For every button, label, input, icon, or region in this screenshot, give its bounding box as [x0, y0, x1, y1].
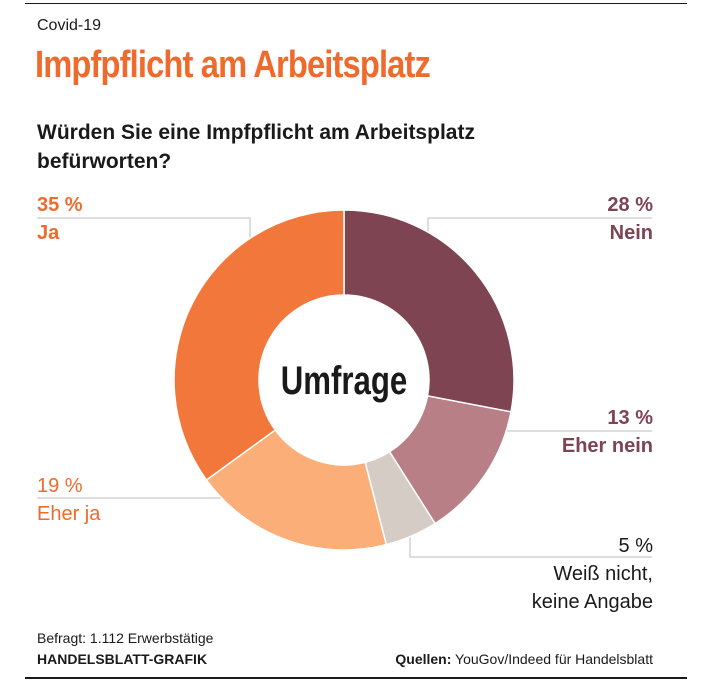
label-ja: 35 % Ja — [37, 191, 83, 247]
label-eher-nein-pct: 13 % — [607, 407, 653, 429]
label-nein-pct: 28 % — [607, 194, 653, 216]
slice-nein — [343, 209, 515, 413]
label-eher-ja-pct: 19 % — [37, 475, 83, 497]
label-weiss-nicht-name2: keine Angabe — [531, 591, 653, 613]
label-ja-name: Ja — [37, 222, 60, 244]
bottom-rule — [25, 677, 687, 679]
slice-eher-ja — [205, 428, 388, 551]
sources-note: Quellen: YouGov/Indeed für Handelsblatt — [395, 651, 653, 667]
label-nein: 28 % Nein — [607, 191, 653, 247]
sources-value: YouGov/Indeed für Handelsblatt — [455, 651, 653, 667]
leader-ja — [37, 217, 251, 240]
label-eher-nein: 13 % Eher nein — [562, 404, 653, 460]
kicker: Covid-19 — [37, 17, 102, 34]
label-weiss-nicht-pct: 5 % — [618, 535, 653, 557]
slice-ja — [173, 209, 345, 481]
label-nein-name: Nein — [609, 222, 653, 244]
top-rule — [25, 3, 687, 4]
donut-slices — [173, 209, 515, 551]
label-eher-ja-name: Eher ja — [37, 503, 101, 525]
chart-title: Impfpflicht am Arbeitsplatz — [35, 44, 431, 86]
label-weiss-nicht-name: Weiß nicht, — [553, 563, 653, 585]
respondents-note: Befragt: 1.112 Erwerbstätige — [37, 630, 214, 646]
label-eher-nein-name: Eher nein — [561, 435, 653, 457]
graphic-credit: HANDELSBLATT-GRAFIK — [37, 651, 208, 667]
label-eher-ja: 19 % Eher ja — [37, 472, 100, 528]
sources-label: Quellen: — [395, 651, 452, 667]
survey-question: Würden Sie eine Impfpflicht am Arbeitspl… — [37, 121, 475, 173]
center-label: Umfrage — [281, 358, 408, 403]
label-ja-pct: 35 % — [37, 194, 83, 216]
label-weiss-nicht: 5 % Weiß nicht, keine Angabe — [532, 532, 653, 616]
